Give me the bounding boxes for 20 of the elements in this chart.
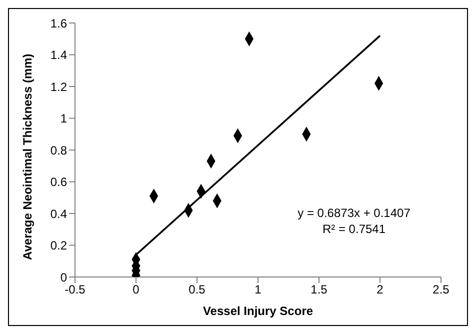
x-tick-label: 0.5 bbox=[188, 282, 206, 297]
x-tick-label: 2.5 bbox=[432, 282, 450, 297]
y-tick-label: 1.6 bbox=[50, 16, 68, 30]
y-tick-label: 1 bbox=[60, 112, 68, 126]
x-tick-label: -0.5 bbox=[64, 282, 86, 297]
y-axis-title: Average Neointimal Thickness (mm) bbox=[20, 54, 34, 260]
annotation: y = 0.6873x + 0.1407 bbox=[296, 205, 412, 221]
y-tick-label: 0.6 bbox=[50, 175, 68, 190]
x-axis-title: Vessel Injury Score bbox=[202, 304, 314, 318]
y-tick-label: 0.2 bbox=[50, 238, 68, 253]
annotation: R² = 0.7541 bbox=[321, 221, 387, 237]
y-tick-label: 1.4 bbox=[50, 48, 68, 62]
y-tick-label: 0.4 bbox=[50, 206, 68, 221]
y-tick-label: 0 bbox=[60, 270, 68, 284]
x-tick-label: 1 bbox=[254, 282, 262, 297]
y-tick-label: 1.2 bbox=[50, 80, 68, 94]
x-tick-label: 0 bbox=[132, 282, 140, 297]
y-tick-label: 0.8 bbox=[50, 143, 68, 158]
x-tick-label: 1.5 bbox=[310, 282, 328, 297]
x-tick-label: 2 bbox=[376, 282, 384, 297]
